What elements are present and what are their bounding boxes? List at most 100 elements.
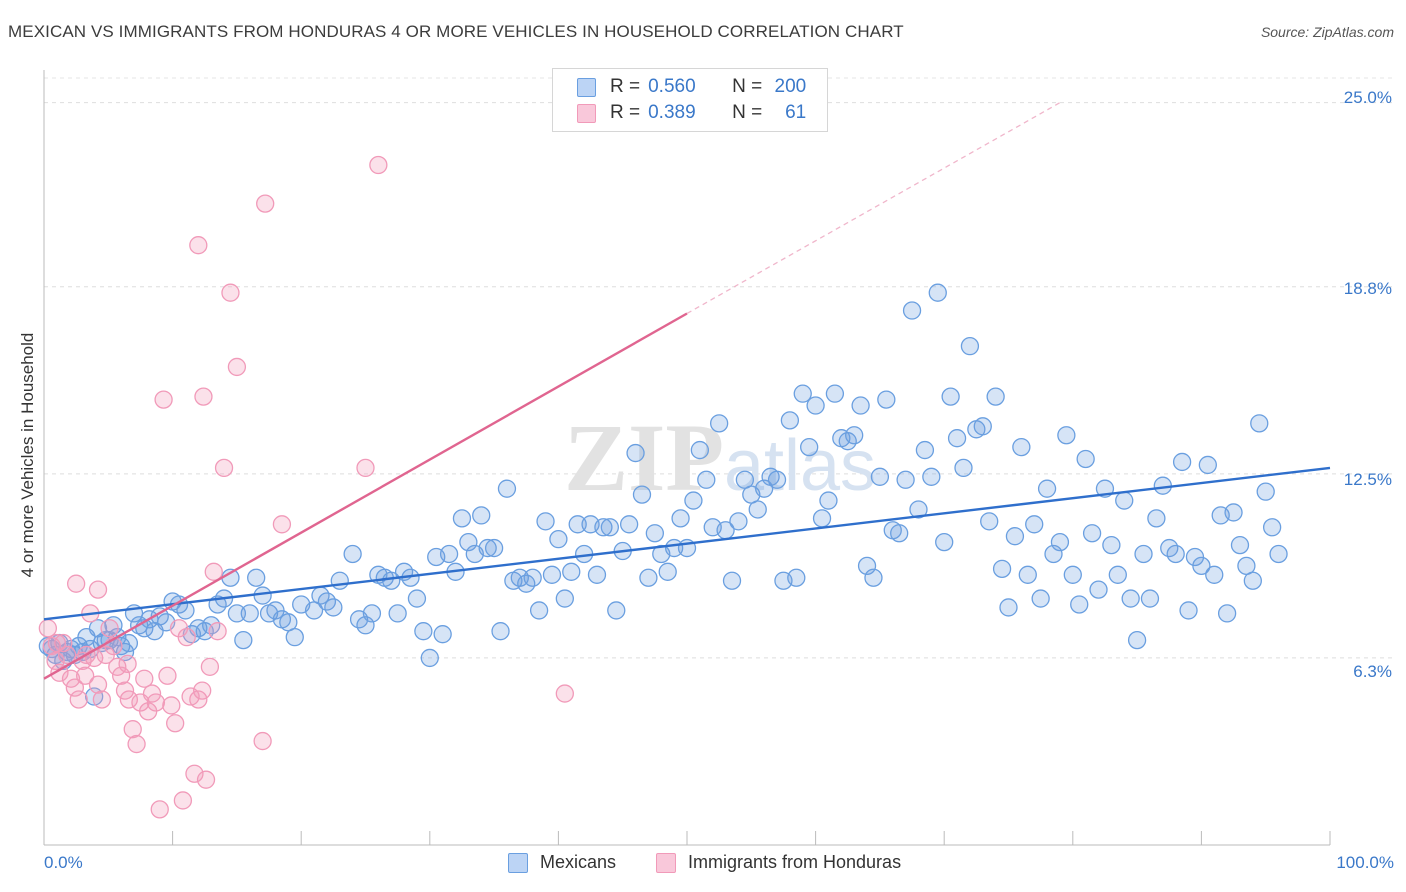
mexicans-point	[484, 538, 504, 558]
mexicans-point	[253, 586, 272, 605]
mexicans-point	[806, 396, 825, 415]
mexicans-point	[973, 417, 992, 436]
mexicans-point	[555, 589, 574, 608]
mexicans-point	[1256, 482, 1275, 501]
legend-r-value: 0.560	[648, 76, 696, 97]
honduras-point	[253, 731, 272, 751]
mexicans-point	[1198, 455, 1217, 475]
honduras-point	[54, 633, 73, 653]
honduras-point	[76, 666, 95, 685]
mexicans-point	[999, 598, 1018, 617]
legend-row-honduras: R = 0.389 N = 61	[577, 100, 806, 126]
mexicans-point	[330, 571, 349, 590]
mexicans-point	[1050, 532, 1070, 552]
honduras-point	[185, 764, 204, 783]
mexicans-point	[845, 426, 864, 445]
mexicans-point	[767, 470, 787, 489]
mexicans-point	[1025, 515, 1044, 534]
mexicans-point	[1230, 535, 1250, 555]
mexicans-point	[414, 622, 433, 641]
legend-n-value: 61	[785, 102, 807, 123]
legend-swatch-honduras	[577, 103, 596, 123]
bottom-legend-label: Mexicans	[540, 852, 617, 872]
honduras-point	[166, 714, 185, 733]
mexicans-point	[285, 627, 304, 647]
mexicans-point	[812, 509, 832, 528]
legend-n-label: N =	[732, 76, 763, 97]
mexicans-point	[1224, 503, 1243, 522]
mexicans-point	[639, 568, 658, 587]
honduras-point	[42, 636, 61, 656]
mexicans-point	[1262, 518, 1282, 537]
mexicans-trend-line	[43, 466, 1331, 621]
mexicans-point	[1172, 452, 1192, 472]
honduras-point	[69, 690, 88, 709]
mexicans-point	[542, 565, 562, 584]
mexicans-point	[922, 467, 941, 486]
mexicans-point	[1076, 449, 1095, 469]
mexicans-point	[420, 648, 439, 668]
honduras-point	[162, 696, 181, 715]
honduras-point	[47, 633, 67, 653]
mexicans-point	[1243, 571, 1262, 590]
mexicans-point	[1205, 565, 1224, 584]
bottom-legend-label: Immigrants from Honduras	[688, 852, 902, 872]
y-tick-label: 25.0%	[1343, 88, 1392, 107]
mexicans-point	[497, 479, 517, 498]
grid-layer	[44, 77, 1395, 659]
mexicans-point	[115, 642, 135, 662]
mexicans-point	[1217, 604, 1237, 623]
honduras-point	[88, 675, 108, 694]
mexicans-point	[1179, 601, 1198, 620]
mexicans-point	[1057, 426, 1076, 445]
y-tick-label: 6.3%	[1353, 662, 1392, 681]
y-axis-label: 4 or more Vehicles in Household	[18, 332, 37, 578]
honduras-point	[272, 515, 292, 534]
mexicans-point	[1115, 491, 1134, 510]
mexicans-point	[1063, 565, 1082, 584]
mexicans-point	[793, 384, 812, 403]
axis-layer	[43, 70, 1331, 846]
mexicans-point	[915, 440, 935, 460]
mexicans-point	[472, 506, 491, 525]
mexicans-point	[748, 500, 767, 519]
mexicans-point	[247, 568, 266, 587]
mexicans-point	[529, 601, 549, 620]
honduras-point	[369, 155, 388, 175]
mexicans-point	[909, 500, 928, 519]
honduras-point	[227, 357, 247, 377]
legend-r-value: 0.389	[648, 102, 696, 123]
series-mexicans-points	[38, 283, 1288, 706]
mexicans-point	[619, 515, 639, 534]
mexicans-point	[684, 491, 703, 510]
mexicans-point	[439, 544, 459, 564]
mexicans-point	[1147, 509, 1166, 528]
honduras-point	[194, 387, 213, 406]
mexicans-point	[1005, 527, 1025, 546]
mexicans-point	[568, 515, 587, 534]
honduras-point	[65, 678, 85, 697]
honduras-point	[158, 666, 177, 685]
mexicans-point	[1018, 565, 1037, 584]
mexicans-point	[671, 509, 690, 528]
mexicans-point	[877, 390, 896, 409]
mexicans-point	[324, 598, 343, 617]
mexicans-point	[1269, 544, 1288, 564]
mexicans-point	[549, 530, 568, 549]
honduras-point	[256, 194, 275, 213]
mexicans-point	[890, 524, 909, 543]
mexicans-point	[119, 633, 139, 653]
honduras-point	[135, 669, 154, 688]
mexicans-point	[1250, 414, 1269, 433]
mexicans-point	[452, 509, 472, 528]
mexicans-point	[1070, 595, 1089, 614]
mexicans-point	[1012, 437, 1031, 457]
honduras-point	[92, 690, 112, 709]
legend-swatch-mexicans	[577, 77, 596, 97]
honduras-point	[38, 619, 58, 638]
honduras-point	[150, 800, 169, 819]
mexicans-point	[722, 571, 742, 590]
mexicans-point	[1166, 544, 1185, 564]
mexicans-point	[710, 414, 729, 433]
